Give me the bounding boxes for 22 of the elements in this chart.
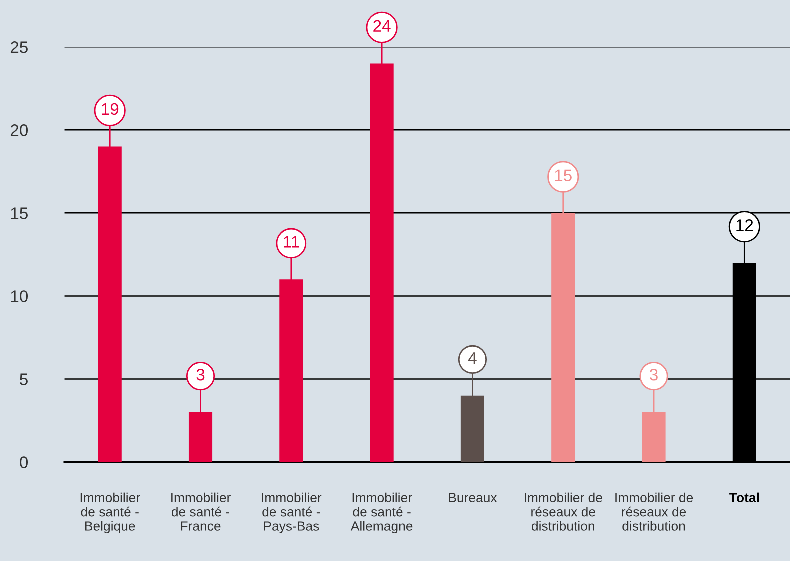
x-tick-label: Immobilier de réseaux de distribution xyxy=(524,492,602,531)
y-tick-label: 5 xyxy=(20,374,28,386)
data-label: 3 xyxy=(650,369,658,381)
x-tick-label: Immobilier de réseaux de distribution xyxy=(616,492,694,531)
x-tick-label: Total xyxy=(730,492,760,503)
data-label: 24 xyxy=(374,20,391,32)
y-tick-label: 20 xyxy=(10,124,28,136)
data-label: 15 xyxy=(555,170,572,182)
data-label: 19 xyxy=(102,103,119,116)
data-label: 4 xyxy=(468,352,477,364)
y-tick-label: 0 xyxy=(20,456,28,468)
x-tick-label: Immobilier de santé - Belgique xyxy=(80,492,140,534)
data-label: 11 xyxy=(284,236,300,248)
y-tick-label: 25 xyxy=(10,42,28,54)
data-label: 12 xyxy=(736,220,754,232)
y-tick-label: 15 xyxy=(11,208,28,220)
y-tick-label: 10 xyxy=(11,290,28,302)
x-tick-label: Immobilier de santé - France xyxy=(172,492,231,531)
x-tick-label: Bureaux xyxy=(449,493,498,503)
x-tick-label: Immobilier de santé - Pays-Bas xyxy=(262,492,322,534)
x-tick-label: Immobilier de santé - Allemagne xyxy=(350,492,413,534)
data-label: 3 xyxy=(196,369,205,381)
